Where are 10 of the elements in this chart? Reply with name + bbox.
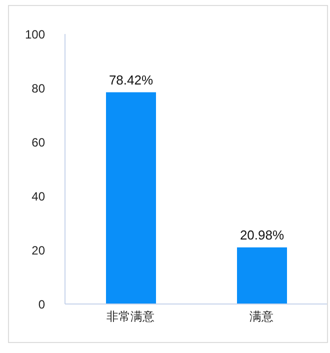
x-tick-label: 满意 bbox=[250, 310, 274, 324]
x-tick-label: 非常满意 bbox=[106, 310, 154, 324]
data-label: 20.98% bbox=[240, 227, 284, 242]
y-tick-label: 40 bbox=[32, 189, 46, 204]
y-tick-label: 100 bbox=[24, 27, 46, 42]
y-tick-label: 20 bbox=[32, 243, 46, 258]
data-label: 78.42% bbox=[108, 72, 154, 88]
y-tick-label: 60 bbox=[32, 135, 46, 150]
y-tick-label: 0 bbox=[38, 297, 46, 312]
y-tick-label: 80 bbox=[32, 81, 46, 96]
